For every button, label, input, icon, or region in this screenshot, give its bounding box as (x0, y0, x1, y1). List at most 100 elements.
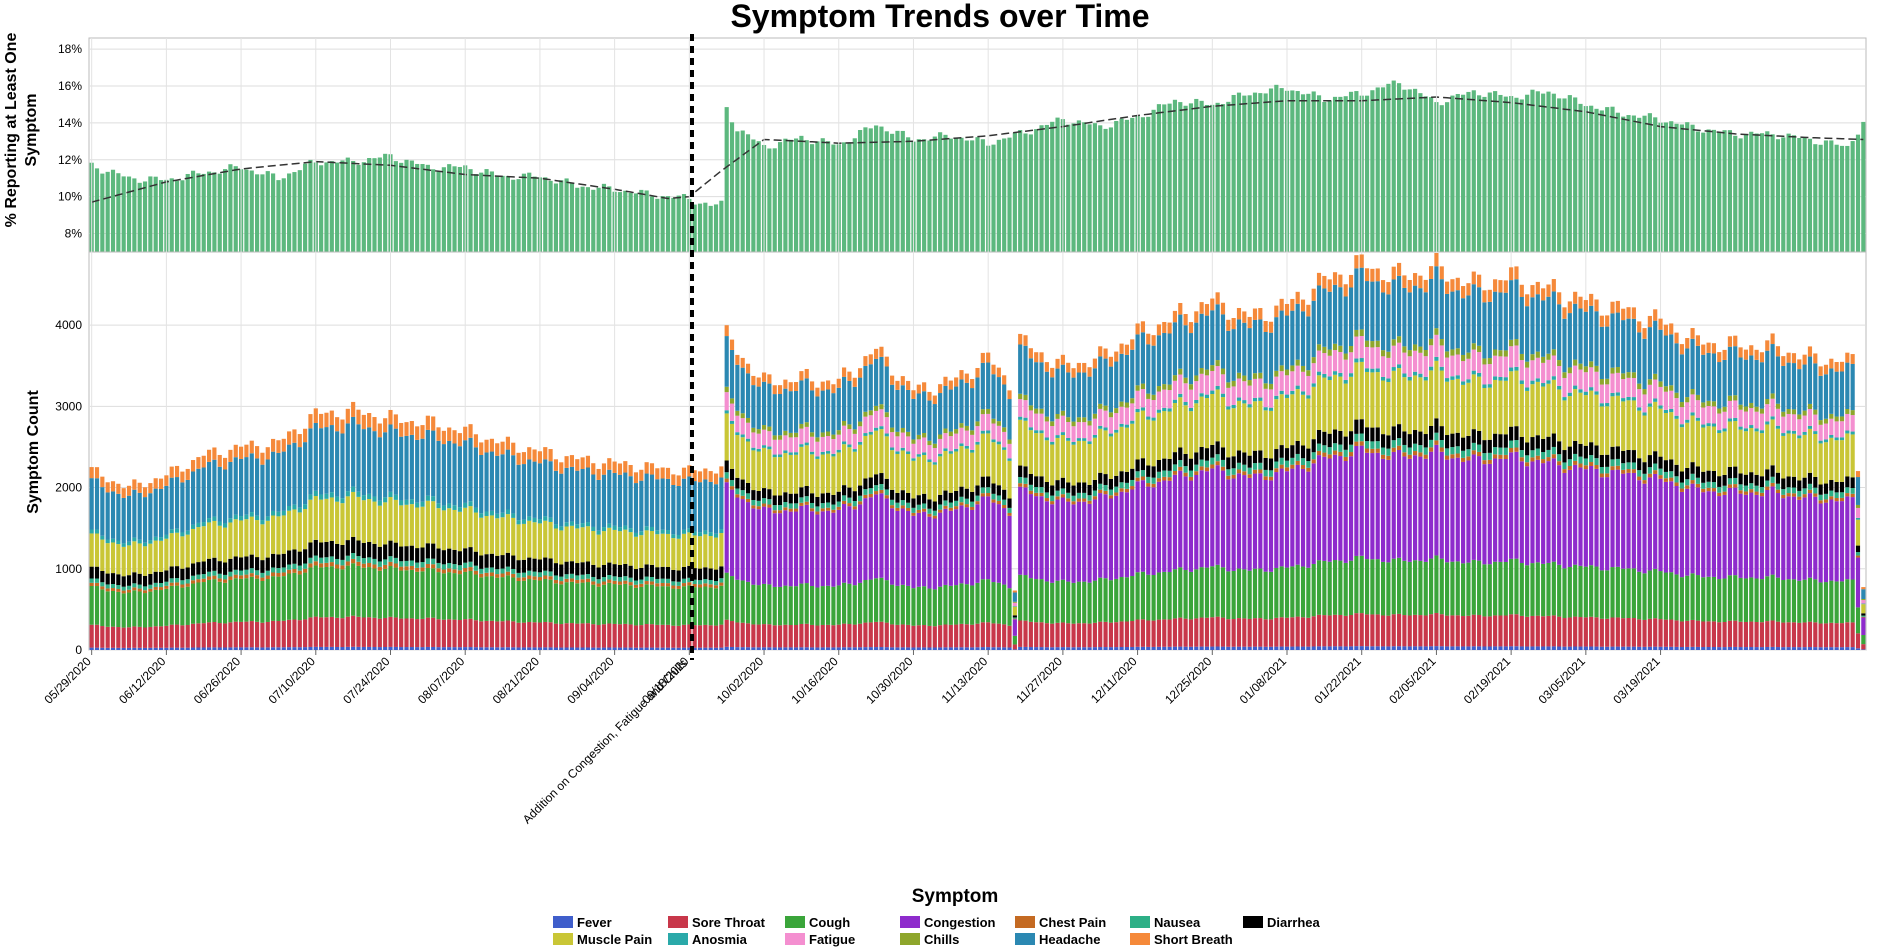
stack-segment-short-breath (1066, 362, 1071, 373)
stack-segment-fever (137, 647, 142, 650)
stack-segment-chest-pain (1695, 483, 1700, 488)
stack-segment-congestion (964, 507, 969, 585)
stack-segment-cough (1685, 575, 1690, 621)
stack-segment-chills (1055, 414, 1060, 419)
stack-segment-sore-throat (1386, 615, 1391, 647)
stack-segment-anosmia (1503, 377, 1508, 381)
stack-segment-nausea (975, 495, 980, 502)
stack-segment-diarrhea (1204, 448, 1210, 461)
stack-segment-chest-pain (719, 582, 724, 586)
x-tick-label: 06/26/2020 (191, 654, 244, 707)
stack-segment-chest-pain (1653, 470, 1658, 474)
stack-segment-fatigue (874, 410, 879, 428)
top-bar (1557, 98, 1562, 252)
stack-segment-cough (548, 579, 553, 623)
stack-segment-chest-pain (271, 572, 276, 577)
top-panel-axis: 8%10%12%14%16%18% (58, 42, 82, 240)
stack-segment-congestion (916, 512, 921, 587)
stack-segment-diarrhea (174, 566, 180, 579)
top-bar (1589, 105, 1594, 252)
stack-segment-chills (1103, 405, 1108, 411)
stack-segment-headache (1674, 343, 1679, 393)
stack-segment-short-breath (1108, 356, 1113, 367)
top-bar (1124, 119, 1129, 253)
stack-segment-muscle-pain (959, 446, 964, 487)
top-bar (1679, 124, 1684, 252)
stack-segment-chills (1509, 339, 1514, 347)
stack-segment-anosmia (158, 537, 164, 541)
stack-segment-diarrhea (324, 541, 329, 558)
stack-segment-fever (874, 647, 879, 650)
stack-segment-fever (938, 647, 943, 650)
stack-segment-anosmia (1199, 393, 1204, 397)
stack-segment-congestion (911, 515, 916, 589)
stack-segment-chest-pain (1493, 454, 1498, 459)
stack-segment-short-breath (938, 384, 943, 394)
stack-segment-muscle-pain (1348, 376, 1354, 432)
stack-segment-sore-throat (1589, 616, 1594, 647)
stack-segment-headache (612, 472, 617, 526)
stack-segment-fatigue (1658, 386, 1663, 406)
stack-segment-nausea (1733, 477, 1738, 485)
stack-segment-anosmia (580, 523, 585, 528)
top-bar (1791, 135, 1797, 252)
stack-segment-fever (94, 647, 100, 650)
stack-segment-fever (1103, 647, 1108, 650)
stack-segment-nausea (511, 568, 516, 574)
top-bar (447, 164, 452, 252)
stack-segment-anosmia (1722, 428, 1727, 432)
stack-segment-diarrhea (649, 564, 655, 577)
stack-segment-headache (1642, 338, 1647, 390)
stack-segment-muscle-pain (644, 530, 649, 565)
stack-segment-cough (228, 579, 233, 623)
top-bar (377, 157, 382, 252)
stack-segment-congestion (1567, 469, 1572, 567)
stack-segment-cough (1290, 566, 1295, 618)
stack-segment-fatigue (1151, 400, 1156, 418)
stack-segment-short-breath (847, 371, 852, 381)
stack-segment-chills (874, 405, 879, 411)
stack-segment-short-breath (681, 467, 687, 479)
stack-segment-diarrhea (1631, 450, 1636, 463)
stack-segment-nausea (1119, 482, 1124, 489)
stack-segment-fever (1130, 646, 1135, 650)
stack-segment-congestion (1845, 496, 1850, 580)
stack-segment-sore-throat (996, 623, 1001, 648)
stack-segment-fever (1348, 646, 1354, 650)
stack-segment-short-breath (383, 418, 388, 433)
stack-segment-sore-throat (1765, 621, 1770, 647)
stack-segment-headache (1327, 291, 1332, 350)
stack-segment-short-breath (1589, 293, 1594, 306)
stack-segment-short-breath (964, 373, 969, 383)
stack-segment-cough (180, 587, 185, 626)
stack-segment-fever (441, 647, 446, 650)
stack-segment-fatigue (1375, 347, 1380, 369)
stack-segment-sore-throat (1701, 621, 1706, 648)
stack-segment-fever (420, 647, 425, 650)
stack-segment-fatigue (1252, 378, 1258, 398)
stack-segment-sore-throat (1300, 617, 1306, 647)
stack-segment-headache (1493, 291, 1498, 350)
stack-segment-chest-pain (868, 493, 873, 498)
stack-segment-short-breath (1327, 279, 1332, 292)
stack-segment-fever (1567, 646, 1572, 650)
stack-segment-fever (116, 647, 121, 650)
stack-segment-headache (281, 451, 286, 511)
stack-segment-muscle-pain (1327, 380, 1332, 434)
stack-segment-headache (1594, 311, 1599, 366)
stack-segment-sore-throat (1284, 617, 1290, 647)
stack-segment-headache (100, 487, 105, 536)
stack-segment-fatigue (1343, 359, 1348, 381)
stack-segment-sore-throat (233, 621, 238, 648)
stack-segment-fatigue (980, 414, 985, 431)
stack-segment-nausea (1653, 463, 1658, 471)
stack-segment-muscle-pain (1354, 362, 1359, 420)
stack-segment-sore-throat (1135, 619, 1140, 647)
stack-segment-sore-throat (276, 621, 281, 648)
top-bar (697, 203, 703, 252)
stack-segment-sore-throat (916, 625, 921, 648)
stack-segment-short-breath (1236, 307, 1242, 320)
stack-segment-fever (1578, 646, 1583, 650)
stack-segment-short-breath (1663, 324, 1668, 336)
stack-segment-cough (569, 581, 575, 624)
